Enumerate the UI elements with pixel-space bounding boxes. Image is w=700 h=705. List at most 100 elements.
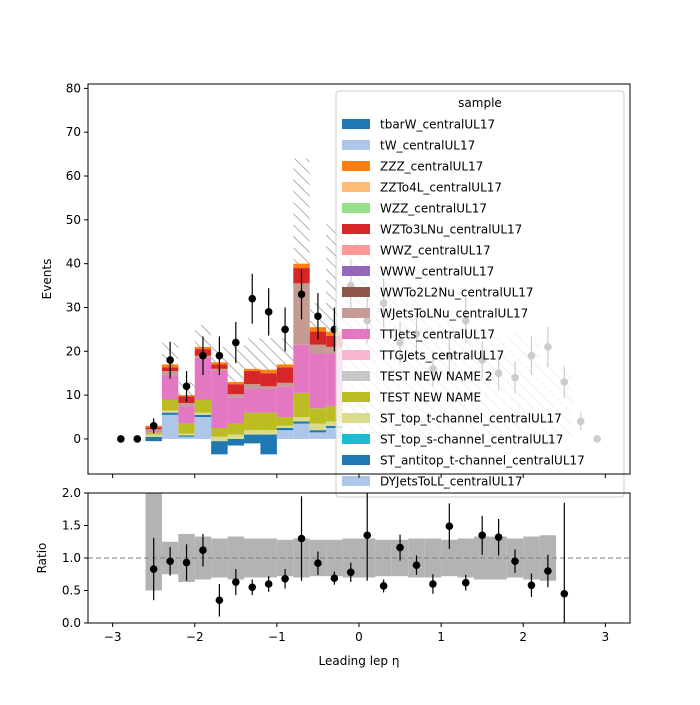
ratio-point [166, 557, 174, 566]
stack-segment [194, 417, 212, 439]
stack-segment [227, 384, 245, 395]
stack-segment [194, 399, 212, 413]
ratio-panel: 0.0 0.5 1.0 1.5 2.0 −3 −2 −1 0 1 2 3 Ratio Leading… [35, 486, 631, 668]
legend-label: TEST NEW NAME [379, 391, 481, 405]
legend-label: WJetsToLNu_centralUL17 [380, 307, 528, 321]
legend-swatch [342, 350, 370, 360]
ratio-point [149, 565, 158, 573]
legend-swatch [342, 203, 370, 213]
legend-title: sample [458, 96, 502, 110]
legend-swatch [342, 161, 370, 171]
legend-label: WZZ_centralUL17 [380, 202, 487, 216]
legend-box [335, 90, 625, 498]
ratio-point [248, 583, 257, 592]
data-point [248, 294, 257, 303]
ratio-uncertainty-band [342, 538, 359, 578]
stack-segment [227, 434, 245, 439]
ratio-y-tick-label: 1.5 [62, 519, 81, 533]
stack-segment [211, 441, 228, 455]
ratio-point [478, 531, 486, 540]
uncertainty-hatch [293, 158, 310, 285]
y-tick-label: 30 [66, 300, 81, 314]
x-tick-label: 3 [602, 630, 610, 644]
legend-swatch [342, 371, 370, 381]
legend-label: ST_top_s-channel_centralUL17 [380, 433, 563, 447]
legend-label: DYJetsToLL_centralUL17 [380, 475, 522, 489]
ratio-x-ticks: −3 −2 −1 0 1 2 3 [104, 623, 609, 644]
stack-segment [161, 410, 179, 413]
stack-segment [161, 412, 179, 415]
legend-label: ZZTo4L_centralUL17 [380, 181, 502, 195]
legend-label: ST_top_t-channel_centralUL17 [380, 412, 562, 426]
ratio-point [461, 578, 470, 587]
ratio-point [215, 596, 224, 605]
y-tick-label: 50 [66, 213, 81, 227]
main-x-ticks [112, 474, 606, 478]
stack-segment [293, 421, 310, 424]
stack-segment [309, 408, 327, 424]
stack-segment [260, 388, 277, 413]
stack-segment [161, 399, 179, 411]
stack-segment [145, 434, 162, 437]
legend-label: TTJets_centralUL17 [379, 328, 495, 342]
stack-segment [276, 430, 294, 439]
stack-segment [178, 423, 195, 434]
y-tick-label: 70 [66, 125, 81, 139]
stack-segment [244, 388, 261, 413]
stack-segment [178, 436, 195, 439]
legend-label: TTGJets_centralUL17 [379, 349, 504, 363]
legend-label: WZTo3LNu_centralUL17 [380, 223, 522, 237]
data-point [232, 338, 240, 347]
ratio-point [511, 557, 519, 566]
ratio-y-tick-label: 1.0 [62, 551, 81, 565]
data-point [264, 308, 273, 316]
legend-label: WWZ_centralUL17 [380, 244, 491, 258]
y-tick-label: 80 [66, 81, 81, 95]
y-tick-label: 10 [66, 388, 81, 402]
stack-segment [211, 436, 228, 442]
legend-label: ZZZ_centralUL17 [380, 160, 483, 174]
ratio-point [560, 589, 569, 598]
stack-segment [293, 263, 310, 269]
stack-segment [178, 433, 195, 436]
ratio-point [429, 580, 437, 588]
data-point [117, 435, 125, 443]
data-point [133, 435, 142, 443]
ratio-point [346, 568, 355, 577]
ratio-point [445, 522, 454, 530]
stack-segment [276, 382, 294, 387]
data-point [314, 312, 322, 321]
stack-segment [309, 353, 327, 409]
stack-segment [276, 386, 294, 418]
stack-segment [260, 369, 277, 374]
main-panel: sample tbarW_centralUL17 tW_centralUL17 ZZZ… [40, 81, 631, 498]
stack-segment [309, 423, 327, 431]
x-tick-label: −1 [268, 630, 286, 644]
legend-swatch [342, 140, 370, 150]
legend-swatch [342, 308, 370, 318]
data-point [182, 382, 191, 391]
legend-swatch [342, 245, 370, 255]
x-tick-label: 0 [355, 630, 363, 644]
data-point [199, 351, 207, 360]
stack-segment [194, 414, 212, 418]
stack-segment [194, 357, 212, 400]
stack-segment [276, 367, 294, 383]
stack-segment [293, 392, 310, 418]
y-tick-label: 60 [66, 169, 81, 183]
ratio-point [379, 582, 388, 590]
legend-swatch [342, 119, 370, 129]
stack-segment [309, 344, 327, 354]
stack-segment [244, 430, 261, 435]
stack-segment [260, 434, 277, 455]
stack-segment [194, 412, 212, 415]
main-y-ticks: 0 10 20 30 40 50 60 70 80 [66, 81, 88, 446]
stack-segment [326, 421, 343, 426]
stack-segment [309, 432, 327, 439]
ratio-point [544, 567, 552, 575]
stack-segment [227, 438, 245, 446]
data-point [149, 421, 158, 430]
data-point [281, 325, 289, 334]
